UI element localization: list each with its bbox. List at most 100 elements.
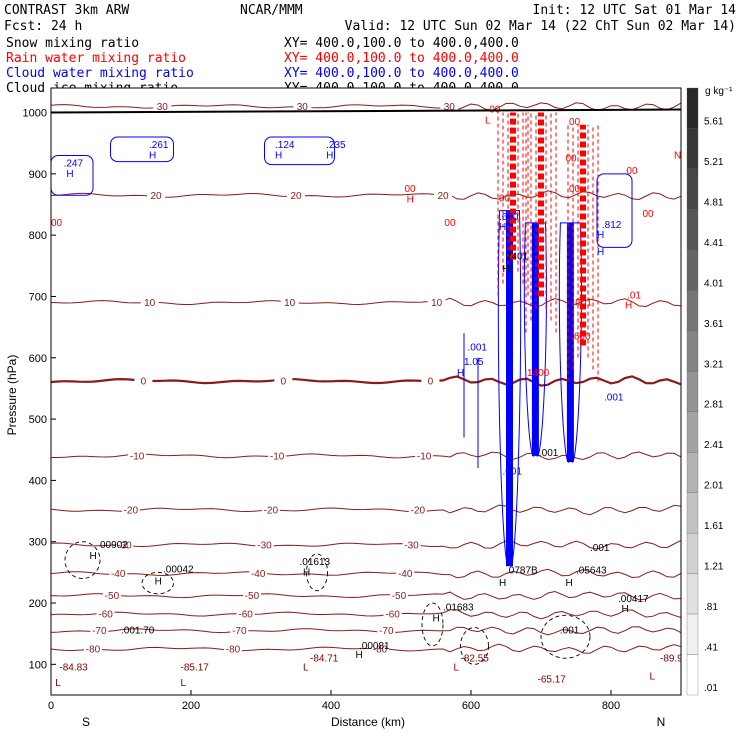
- temperature-label-7-1: -10: [270, 451, 285, 462]
- annotation-34: 1.05: [464, 357, 484, 368]
- temperature-label-7-0: -10: [130, 451, 145, 462]
- temperature-label-3-0: -50: [105, 591, 120, 602]
- plot-area: [51, 88, 681, 695]
- annotation-6: L: [454, 662, 460, 673]
- temperature-label-11-0: 30: [157, 102, 169, 113]
- annotation-57: 00: [569, 117, 581, 128]
- cloud-water-low-2: [264, 136, 335, 166]
- annotation-11: .00081: [359, 641, 390, 652]
- cloud-ice-contour-5: [540, 614, 591, 659]
- temperature-label-5-1: -30: [257, 540, 272, 551]
- y-tick-label-5: 600: [29, 353, 47, 365]
- annotation-52: 00: [444, 218, 456, 229]
- annotation-25: .05643: [576, 566, 607, 577]
- temperature-label-bg-4-2: [396, 567, 415, 579]
- field-rain-xy: XY= 400.0,100.0 to 400.0,400.0: [284, 51, 519, 66]
- temperature-label-bg-1-2: [377, 624, 396, 636]
- annotation-13: .001.70: [121, 626, 155, 637]
- annotation-53: 00: [499, 193, 511, 204]
- colorbar-swatch-11: [686, 532, 699, 574]
- annotation-28: .001: [560, 626, 580, 637]
- temperature-contour-8: [51, 375, 681, 387]
- temperature-label-bg-7-2: [415, 449, 434, 461]
- annotation-55: 00: [626, 166, 638, 177]
- temperature-contour-6: [51, 504, 681, 516]
- annotation-10: -89.93: [660, 653, 689, 664]
- annotation-37: .600: [571, 331, 591, 342]
- cloud-water-outline-0: [497, 210, 522, 566]
- annotation-63: H: [149, 151, 156, 162]
- annotation-7: -82.55: [461, 653, 490, 664]
- cloud-ice-contour-1: [141, 571, 174, 595]
- annotation-36: 1400: [527, 368, 550, 379]
- temperature-label-7-2: -10: [417, 451, 432, 462]
- annotation-58: L: [485, 116, 491, 127]
- field-cloudwater-xy: XY= 400.0,100.0 to 400.0,400.0: [284, 66, 519, 81]
- annotation-14: H: [433, 613, 440, 624]
- colorbar-unit: g kg⁻¹: [705, 86, 733, 97]
- temperature-label-5-2: -30: [404, 540, 419, 551]
- annotation-8: -65.17: [538, 675, 567, 686]
- annotation-30: .001: [539, 448, 559, 459]
- colorbar: 5.61 5.21 4.81 4.41 4.01 3.61 3.21 2.81 2.41 2.01…: [686, 87, 724, 696]
- annotation-31: .001: [604, 393, 624, 404]
- cloud-ice-contour-3: [421, 602, 444, 647]
- y-tick-label-7: 800: [29, 230, 47, 242]
- temperature-label-bg-6-2: [408, 503, 427, 515]
- init-time: Init: 12 UTC Sat 01 Mar 14: [533, 3, 737, 18]
- annotation-0: L: [55, 678, 61, 689]
- annotation-64: .261: [149, 140, 169, 151]
- x-axis-label: Distance (km): [331, 715, 405, 729]
- annotation-65: H: [275, 151, 282, 162]
- temperature-label-bg-3-2: [389, 589, 408, 601]
- annotation-39: H: [625, 301, 632, 312]
- temperature-label-8-1: 0: [281, 377, 287, 388]
- annotation-18: H: [155, 577, 162, 588]
- temperature-contour-0: [51, 643, 681, 654]
- colorbar-label-8: 2.41: [704, 440, 724, 451]
- colorbar-swatch-6: [686, 330, 699, 372]
- temperature-label-bg-1-1: [230, 624, 249, 636]
- temperature-label-bg-0-2: [371, 643, 389, 655]
- field-rain-name: Rain water mixing ratio: [6, 51, 186, 66]
- colorbar-swatch-2: [686, 168, 699, 210]
- colorbar-swatch-1: [686, 128, 699, 170]
- annotation-46: H: [499, 222, 506, 233]
- temperature-label-bg-8-2: [421, 375, 440, 387]
- x-tick-label-0: 0: [48, 700, 54, 712]
- temperature-label-bg-6-0: [121, 503, 140, 515]
- temperature-label-bg-10-0: [147, 189, 165, 201]
- annotation-16: H: [622, 604, 629, 615]
- temperature-label-bg-5-0: [115, 538, 134, 550]
- temperature-label-1-0: -70: [92, 626, 107, 637]
- temperature-label-2-1: -60: [238, 610, 253, 621]
- annotation-17: .00417: [618, 594, 649, 605]
- temperature-label-bg-1-0: [90, 624, 109, 636]
- temperature-label-bg-9-0: [140, 296, 159, 308]
- temperature-label-bg-5-1: [255, 538, 274, 550]
- annotation-5: -84.71: [310, 653, 339, 664]
- temperature-label-11-2: 30: [444, 102, 456, 113]
- annotation-67: H: [326, 151, 333, 162]
- temperature-label-10-1: 20: [290, 191, 302, 202]
- cloud-water-low-1: [110, 136, 174, 163]
- temperature-label-9-0: 10: [144, 298, 156, 309]
- annotation-60: N: [674, 151, 681, 162]
- annotation-61: H: [66, 169, 73, 180]
- annotation-24: H: [566, 578, 573, 589]
- annotation-35: .001: [468, 342, 488, 353]
- temperature-label-9-2: 10: [431, 298, 443, 309]
- y-tick-label-8: 900: [29, 169, 47, 181]
- annotation-51: 00: [51, 218, 63, 229]
- temperature-label-1-2: -70: [379, 626, 394, 637]
- temperature-contour-1: [51, 626, 681, 636]
- y-axis-label: Pressure (hPa): [5, 355, 19, 436]
- field-snow-xy: XY= 400.0,100.0 to 400.0,400.0: [284, 36, 519, 51]
- colorbar-label-9: 2.01: [704, 481, 724, 492]
- temperature-label-9-1: 10: [284, 298, 296, 309]
- temperature-label-8-2: 0: [428, 377, 434, 388]
- annotation-68: .235: [326, 140, 346, 151]
- annotation-62: .247: [64, 158, 84, 169]
